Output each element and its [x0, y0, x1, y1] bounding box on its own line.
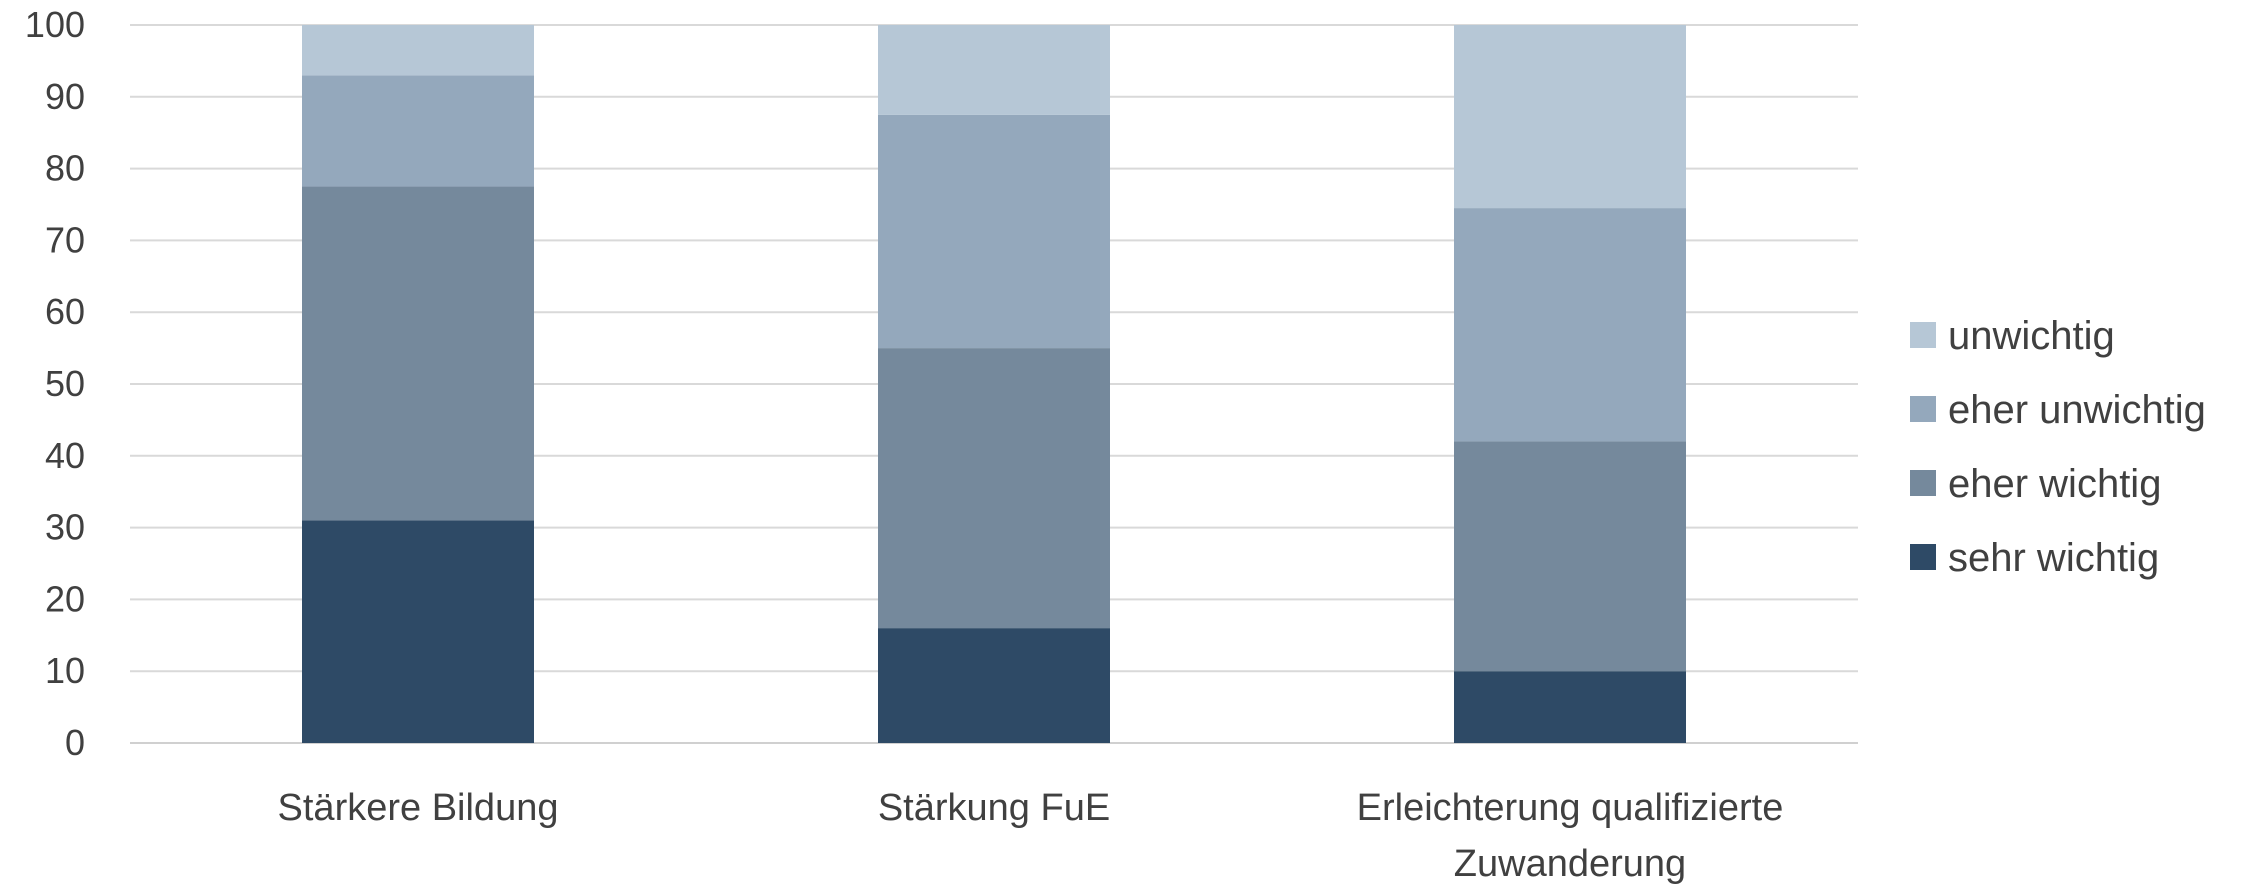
bars	[302, 25, 1686, 743]
bar-segment-eher-wichtig	[878, 348, 1110, 629]
legend-label: sehr wichtig	[1948, 536, 2159, 580]
x-category-label: Erleichterung qualifizierte	[1357, 787, 1784, 829]
bar-segment-sehr-wichtig	[302, 520, 534, 743]
y-axis: 0 10 20 30 40 50 60 70 80 90 100	[25, 4, 85, 763]
bar-segment-eher-unwichtig	[1454, 208, 1686, 442]
x-category-label: Stärkere Bildung	[278, 787, 559, 829]
y-tick-label: 70	[45, 219, 85, 260]
legend-swatch	[1910, 544, 1936, 570]
bar-segment-eher-wichtig	[302, 186, 534, 521]
bar-segment-eher-unwichtig	[878, 114, 1110, 349]
bar-segment-eher-unwichtig	[302, 75, 534, 187]
y-tick-label: 80	[45, 148, 85, 189]
bar-segment-unwichtig	[878, 25, 1110, 115]
y-tick-label: 60	[45, 291, 85, 332]
y-tick-label: 10	[45, 650, 85, 691]
x-category-label: Zuwanderung	[1454, 843, 1686, 885]
legend-label: eher unwichtig	[1948, 388, 2206, 432]
bar-segment-unwichtig	[1454, 25, 1686, 209]
legend-label: eher wichtig	[1948, 462, 2161, 506]
legend-label: unwichtig	[1948, 314, 2115, 358]
legend-swatch	[1910, 322, 1936, 348]
y-tick-label: 50	[45, 363, 85, 404]
legend: unwichtig eher unwichtig eher wichtig sehr …	[1910, 314, 2206, 580]
y-tick-label: 20	[45, 578, 85, 619]
bar-segment-unwichtig	[302, 25, 534, 76]
y-tick-label: 30	[45, 507, 85, 548]
bar-segment-eher-wichtig	[1454, 441, 1686, 672]
bar-segment-sehr-wichtig	[878, 628, 1110, 743]
legend-swatch	[1910, 470, 1936, 496]
x-category-label: Stärkung FuE	[878, 787, 1110, 829]
bar-segment-sehr-wichtig	[1454, 671, 1686, 743]
x-axis: Stärkere Bildung Stärkung FuE Erleichterun…	[278, 787, 1784, 885]
y-tick-label: 40	[45, 435, 85, 476]
y-tick-label: 90	[45, 76, 85, 117]
legend-swatch	[1910, 396, 1936, 422]
y-tick-label: 100	[25, 4, 85, 45]
y-tick-label: 0	[65, 722, 85, 763]
